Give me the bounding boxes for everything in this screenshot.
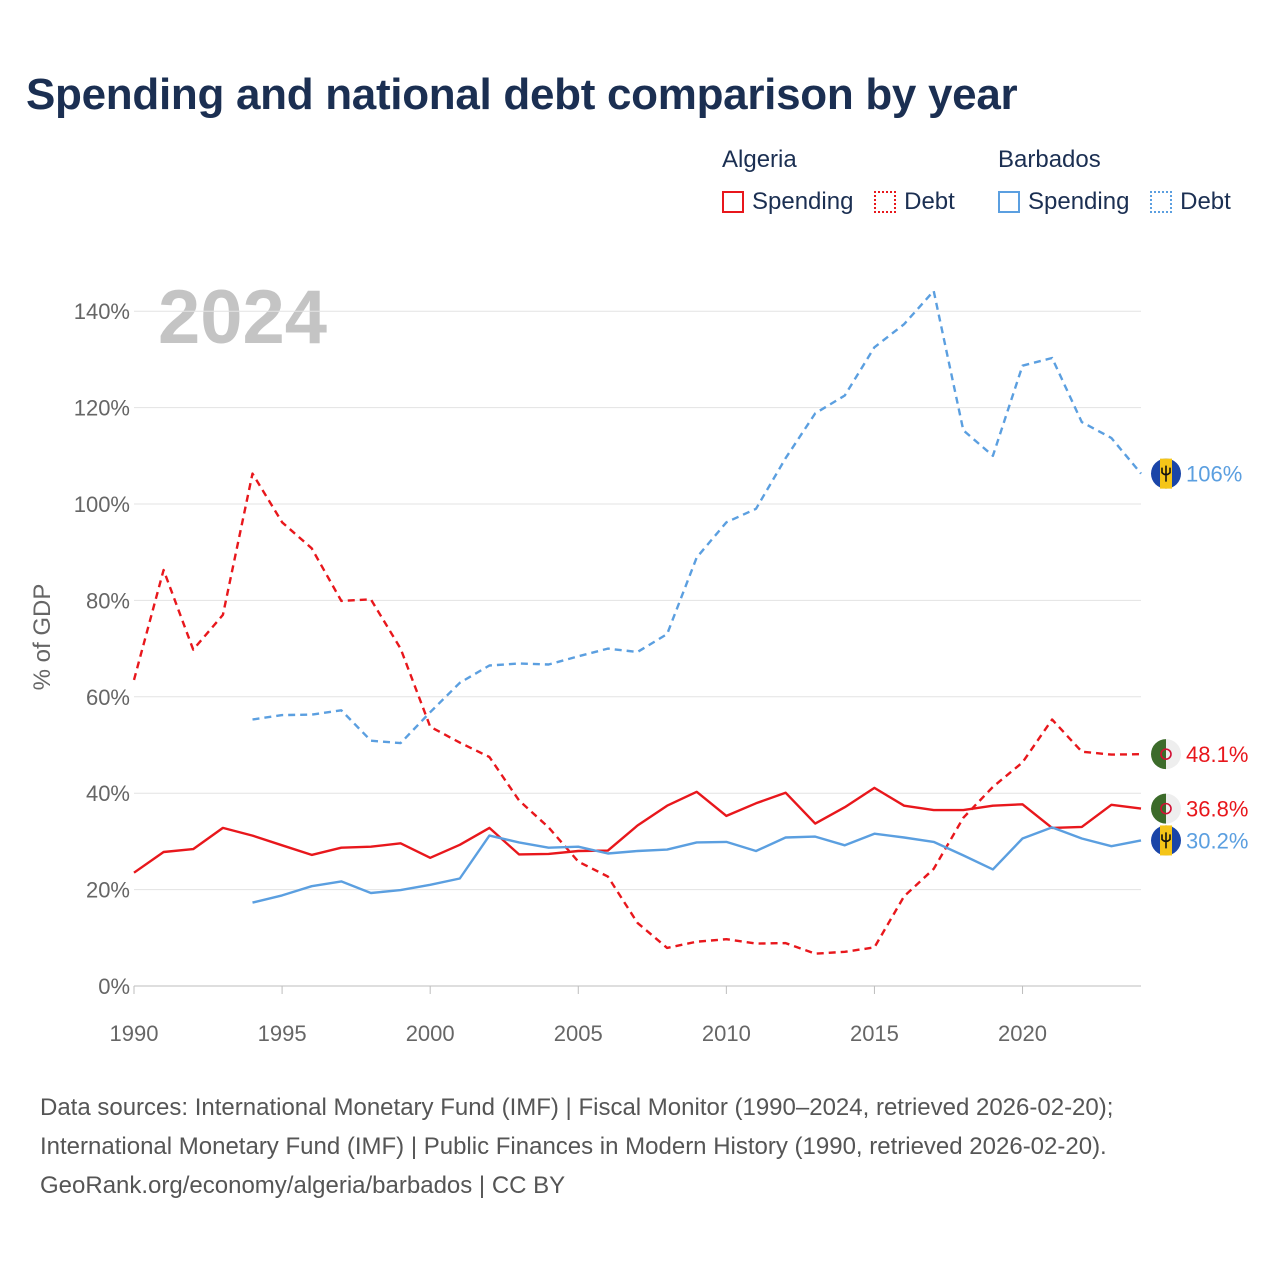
x-tick-label: 2000 xyxy=(406,1021,455,1046)
legend-group-algeria: Algeria Spending Debt xyxy=(722,146,969,220)
legend-group-barbados: Barbados Spending Debt xyxy=(998,146,1245,220)
series-line-barbados-debt[interactable] xyxy=(252,289,1142,745)
x-tick-label: 2015 xyxy=(850,1021,899,1046)
barbados-flag-icon xyxy=(1151,458,1181,489)
legend-swatch-solid xyxy=(722,191,744,213)
end-value-label: 36.8% xyxy=(1186,797,1248,822)
source-line-2: International Monetary Fund (IMF) | Publ… xyxy=(40,1133,1107,1160)
legend-algeria-debt[interactable]: Debt xyxy=(874,188,955,216)
chart-title: Spending and national debt comparison by… xyxy=(26,70,1018,119)
source-line-1: Data sources: International Monetary Fun… xyxy=(40,1094,1114,1121)
end-value-label: 48.1% xyxy=(1186,742,1248,767)
series-line-algeria-debt[interactable] xyxy=(132,472,1142,955)
legend-item-label: Debt xyxy=(904,188,955,215)
footer: Data sources: International Monetary Fun… xyxy=(40,1088,1113,1205)
end-value-label: 30.2% xyxy=(1186,828,1248,853)
end-value-label: 106% xyxy=(1186,462,1242,487)
y-tick-label: 80% xyxy=(86,588,130,613)
x-tick-label: 2005 xyxy=(554,1021,603,1046)
legend-barbados-spending[interactable]: Spending xyxy=(998,188,1129,216)
legend-swatch-dotted xyxy=(1150,191,1173,213)
legend-item-label: Spending xyxy=(752,188,854,215)
y-axis-label: % of GDP xyxy=(29,584,56,691)
x-tick-label: 2010 xyxy=(702,1021,751,1046)
y-tick-label: 100% xyxy=(74,492,130,517)
legend-algeria-spending[interactable]: Spending xyxy=(722,188,853,216)
x-tick-label: 2020 xyxy=(998,1021,1047,1046)
legend-item-label: Debt xyxy=(1180,188,1231,215)
year-watermark: 2024 xyxy=(158,275,327,360)
y-tick-label: 0% xyxy=(98,974,130,999)
x-tick-label: 1995 xyxy=(258,1021,307,1046)
x-tick-label: 1990 xyxy=(110,1021,159,1046)
legend-item-label: Spending xyxy=(1028,188,1130,215)
algeria-flag-icon xyxy=(1151,793,1181,824)
legend-group-label: Algeria xyxy=(722,146,797,173)
y-tick-label: 20% xyxy=(86,878,130,903)
y-tick-label: 60% xyxy=(86,685,130,710)
attribution-link[interactable]: GeoRank.org/economy/algeria/barbados | C… xyxy=(40,1172,566,1199)
barbados-flag-icon xyxy=(1151,825,1181,856)
legend-swatch-solid xyxy=(998,191,1020,213)
y-tick-label: 120% xyxy=(74,396,130,421)
legend-swatch-dotted xyxy=(874,191,897,213)
y-tick-label: 140% xyxy=(74,299,130,324)
legend-group-label: Barbados xyxy=(998,146,1101,173)
y-tick-label: 40% xyxy=(86,781,130,806)
series-line-algeria-spending[interactable] xyxy=(133,786,1142,874)
line-chart: 2024 % of GDP 0% 20% 40% 60% 80% 100% 120% 140%… xyxy=(29,275,1248,1046)
algeria-flag-icon xyxy=(1151,739,1181,770)
series-line-barbados-spending[interactable] xyxy=(252,826,1142,904)
legend-barbados-debt[interactable]: Debt xyxy=(1150,188,1231,216)
